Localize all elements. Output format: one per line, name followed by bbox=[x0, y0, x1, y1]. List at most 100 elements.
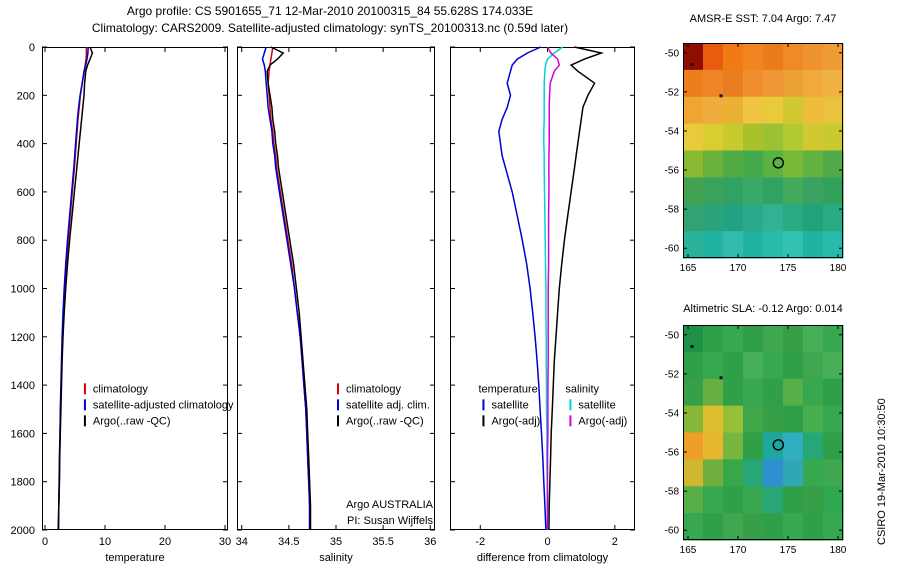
figure-title: Argo profile: CS 5901655_71 12-Mar-2010 … bbox=[0, 3, 660, 37]
map-speck bbox=[690, 345, 694, 348]
heatmap-cell bbox=[783, 69, 804, 98]
heatmap-cell bbox=[763, 177, 784, 205]
heatmap-cell bbox=[783, 177, 804, 205]
heatmap-cell bbox=[823, 378, 844, 407]
heatmap-cell bbox=[823, 150, 844, 178]
map-speck bbox=[719, 376, 723, 380]
y-tick-label: 200 bbox=[17, 90, 35, 102]
legend-label: climatology bbox=[93, 383, 149, 395]
heatmap-cell bbox=[703, 459, 724, 487]
heatmap-cell bbox=[823, 204, 844, 232]
heatmap-cell bbox=[703, 150, 724, 178]
heatmap-cell bbox=[683, 351, 704, 380]
salinity-profile-frame bbox=[237, 47, 435, 530]
heatmap-cell bbox=[823, 325, 844, 353]
heatmap-cell bbox=[703, 378, 724, 407]
heatmap-cell bbox=[803, 351, 824, 380]
heatmap-cell bbox=[703, 96, 724, 125]
y-tick-label: -54 bbox=[665, 408, 680, 419]
legend-label: Argo(..raw -QC) bbox=[93, 415, 171, 427]
x-tick-label: 34 bbox=[236, 536, 248, 548]
x-axis-label: temperature bbox=[105, 552, 164, 564]
heatmap-cell bbox=[823, 459, 844, 487]
heatmap-cell bbox=[823, 405, 844, 434]
y-tick-label: 0 bbox=[29, 42, 35, 54]
heatmap-cell bbox=[723, 432, 744, 460]
sla-map-title: Altimetric SLA: -0.12 Argo: 0.014 bbox=[683, 303, 843, 315]
attribution: Argo AUSTRALIA PI: Susan Wijffels bbox=[250, 497, 433, 529]
heatmap-cell bbox=[703, 204, 724, 232]
heatmap-cell bbox=[683, 513, 704, 541]
heatmap-cell bbox=[763, 378, 784, 407]
heatmap-cell bbox=[823, 231, 844, 259]
heatmap-cell bbox=[763, 69, 784, 98]
heatmap-cell bbox=[763, 123, 784, 152]
heatmap-cell bbox=[783, 96, 804, 125]
heatmap-cell bbox=[803, 231, 824, 259]
heatmap-cell bbox=[823, 486, 844, 514]
sla-map-plot: 165 170 175 180 -50 -52 -54 -56 -58 -60 bbox=[665, 325, 847, 556]
heatmap-cell bbox=[803, 150, 824, 178]
y-tick-label: 1400 bbox=[11, 380, 35, 392]
y-tick-label: -52 bbox=[665, 369, 680, 380]
heatmap-cell bbox=[783, 231, 804, 259]
heatmap-cell bbox=[743, 351, 764, 380]
heatmap-cell bbox=[823, 123, 844, 152]
heatmap-cell bbox=[803, 459, 824, 487]
sst-map-title: AMSR-E SST: 7.04 Argo: 7.47 bbox=[689, 13, 837, 25]
y-tick-label: -56 bbox=[665, 448, 680, 459]
x-tick-label: 20 bbox=[159, 536, 171, 548]
argo-position-marker bbox=[772, 157, 785, 169]
x-tick-label: 0 bbox=[544, 536, 550, 548]
y-tick-label: 1600 bbox=[11, 428, 35, 440]
heatmap-cell bbox=[683, 486, 704, 514]
heatmap-cell bbox=[763, 459, 784, 487]
heatmap-cell bbox=[783, 513, 804, 541]
heatmap-cell bbox=[823, 513, 844, 541]
heatmap-cell bbox=[803, 123, 824, 152]
legend-label: satellite bbox=[491, 399, 528, 411]
heatmap-cell bbox=[803, 69, 824, 98]
difference-profile-series-temperature-argo-adj- bbox=[548, 46, 605, 531]
heatmap-cell bbox=[743, 204, 764, 232]
heatmap-cell bbox=[703, 123, 724, 152]
x-tick-label: 180 bbox=[830, 545, 847, 556]
heatmap-cell bbox=[783, 351, 804, 380]
heatmap-cell bbox=[703, 486, 724, 514]
heatmap-cell bbox=[783, 43, 804, 71]
heatmap-cell bbox=[783, 204, 804, 232]
heatmap-cell bbox=[763, 204, 784, 232]
heatmap-cell bbox=[763, 513, 784, 541]
heatmap-cell bbox=[803, 96, 824, 125]
heatmap-cell bbox=[723, 459, 744, 487]
x-tick-label: 35 bbox=[330, 536, 342, 548]
x-tick-label: 0 bbox=[42, 536, 48, 548]
x-tick-label: 35.5 bbox=[372, 536, 393, 548]
heatmap-cell bbox=[723, 177, 744, 205]
heatmap-cell bbox=[683, 96, 704, 125]
heatmap-cell bbox=[743, 177, 764, 205]
heatmap-cell bbox=[723, 150, 744, 178]
salinity-profile-panel: 34 34.5 35 35.5 36 salinity climatology satelli… bbox=[236, 46, 436, 564]
heatmap-cell bbox=[763, 231, 784, 259]
argo-position-marker bbox=[772, 439, 785, 451]
heatmap-cell bbox=[803, 325, 824, 353]
heatmap-cell bbox=[723, 378, 744, 407]
y-tick-label: -60 bbox=[665, 244, 680, 255]
y-tick-label: -60 bbox=[665, 526, 680, 537]
y-tick-label: -56 bbox=[665, 166, 680, 177]
y-tick-label: -58 bbox=[665, 205, 680, 216]
x-tick-label: -2 bbox=[475, 536, 485, 548]
x-tick-label: 175 bbox=[780, 545, 797, 556]
heatmap-cell bbox=[783, 432, 804, 460]
difference-profile-series-temperature-satellite bbox=[498, 46, 547, 531]
legend-label: Argo(-adj) bbox=[578, 415, 627, 427]
heatmap-cell bbox=[683, 405, 704, 434]
sst-map-plot: 165 170 175 180 -50 -52 -54 -56 -58 -60 bbox=[665, 43, 847, 274]
heatmap-cell bbox=[803, 177, 824, 205]
heatmap-cell bbox=[743, 69, 764, 98]
y-tick-label: 400 bbox=[17, 139, 35, 151]
heatmap-cell bbox=[743, 432, 764, 460]
heatmap-cell bbox=[763, 405, 784, 434]
